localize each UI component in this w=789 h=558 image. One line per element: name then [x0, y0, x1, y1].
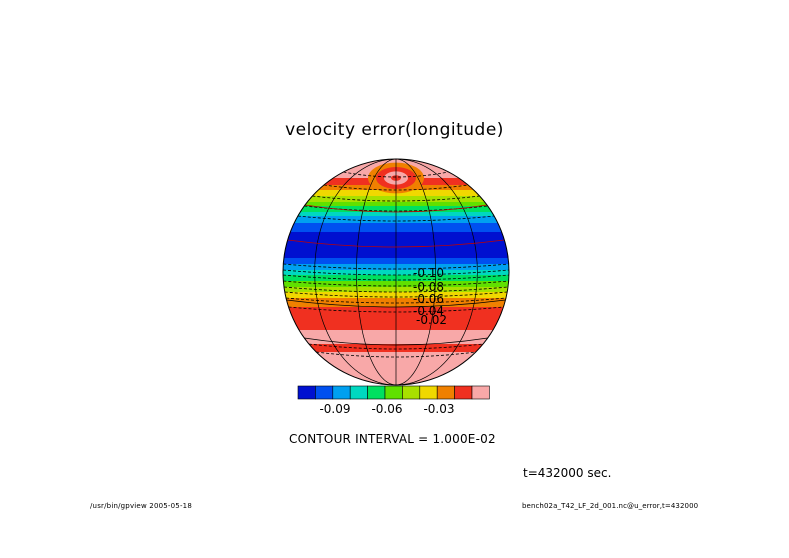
colorbar-swatch	[315, 385, 334, 400]
colorbar-swatch	[402, 385, 421, 400]
colorbar-swatch	[349, 385, 368, 400]
parallel-line	[304, 204, 488, 213]
contour-line	[283, 274, 509, 281]
contour-label: -0.10	[413, 266, 444, 280]
parallel-line	[304, 337, 488, 346]
contour-label: -0.06	[413, 292, 444, 306]
colorbar-tick-label: -0.06	[371, 402, 402, 416]
contour-line	[297, 215, 495, 222]
parallel-line	[287, 239, 505, 248]
colorbar-tick-label: -0.03	[423, 402, 454, 416]
footer-left: /usr/bin/gpview 2005-05-18	[90, 502, 192, 510]
colorbar-swatch	[384, 385, 403, 400]
colorbar-swatch	[436, 385, 455, 400]
colorbar-swatch	[471, 385, 490, 400]
colorbar-swatch	[332, 385, 351, 400]
contour-line	[283, 269, 509, 276]
contour-label: -0.02	[416, 313, 447, 327]
contour-interval-label: CONTOUR INTERVAL = 1.000E-02	[289, 432, 496, 446]
meridian-line	[356, 159, 436, 385]
colorbar-swatch	[454, 385, 473, 400]
contour-label: -0.08	[413, 280, 444, 294]
meridian-line	[314, 159, 478, 385]
colorbar-swatch	[297, 385, 316, 400]
colorbar-swatch	[367, 385, 386, 400]
contour-label: -0.04	[413, 304, 444, 318]
time-label: t=432000 sec.	[523, 466, 612, 480]
parallel-line	[286, 299, 506, 308]
colorbar-swatch	[419, 385, 438, 400]
chart-title: velocity error(longitude)	[285, 120, 504, 140]
footer-right: bench02a_T42_LF_2d_001.nc@u_error,t=4320…	[522, 502, 699, 510]
colorbar-tick-label: -0.09	[319, 402, 350, 416]
globe-outline	[282, 158, 510, 386]
